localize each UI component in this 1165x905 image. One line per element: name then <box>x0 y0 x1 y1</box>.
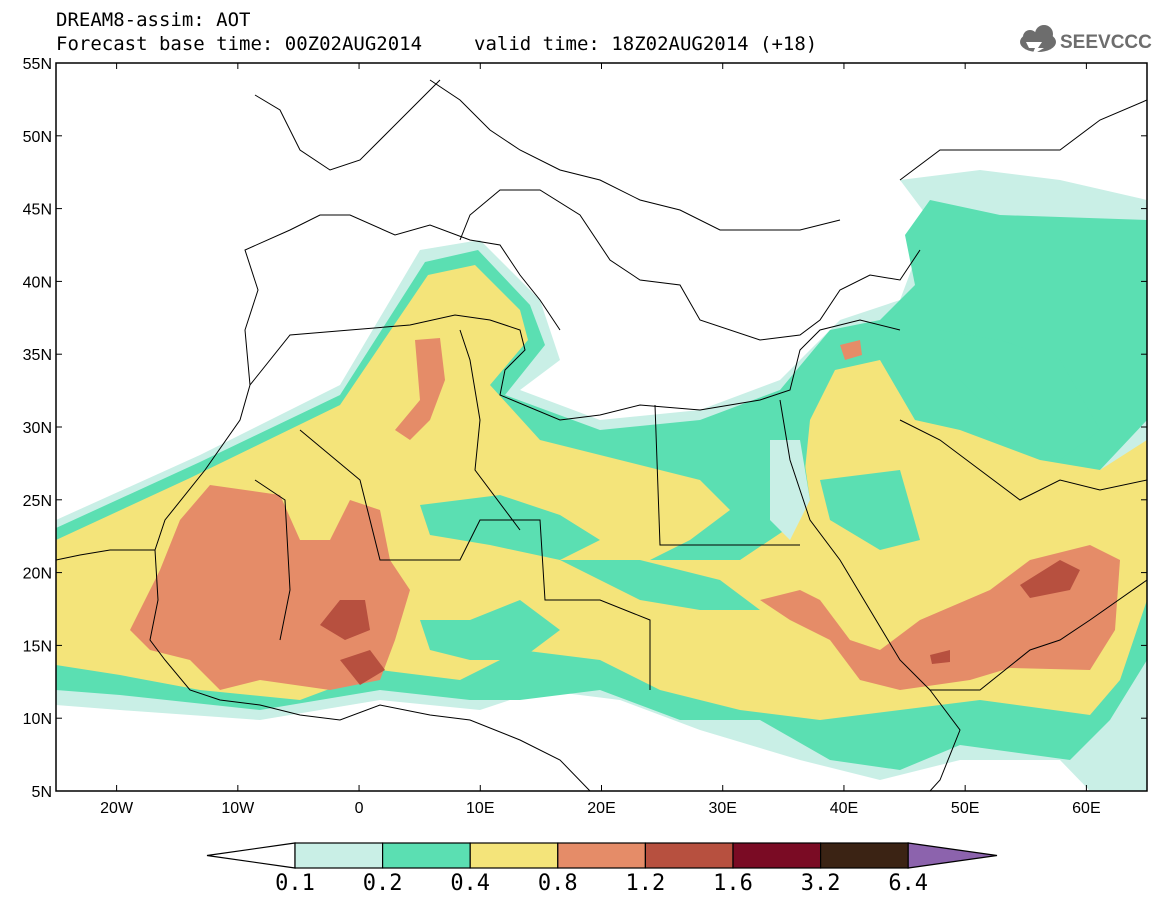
aot-band-0.8 <box>130 485 410 690</box>
colorbar-swatch <box>382 842 471 869</box>
aot-band-1.2 <box>320 600 370 640</box>
lon-tick-label: 10E <box>466 800 494 817</box>
colorbar-swatch-min <box>206 842 296 869</box>
valid-time: valid time: 18Z02AUG2014 (+18) <box>474 33 818 55</box>
lat-tick-label: 25N <box>23 493 52 510</box>
lon-tick-label: 40E <box>830 800 858 817</box>
lon-tick-label: 30E <box>708 800 736 817</box>
lat-tick-label: 20N <box>23 566 52 583</box>
colorbar-label: 6.4 <box>888 871 929 896</box>
lat-tick-label: 55N <box>23 56 52 73</box>
colorbar-swatch <box>732 842 822 869</box>
lat-tick-label: 5N <box>32 784 52 801</box>
lat-tick-label: 50N <box>23 129 52 146</box>
colorbar-label: 0.8 <box>537 871 578 896</box>
colorbar-swatch <box>469 842 559 869</box>
lon-tick-label: 10W <box>221 800 255 817</box>
colorbar-label: 0.4 <box>450 871 491 896</box>
lat-tick-label: 10N <box>23 711 52 728</box>
colorbar-swatch <box>644 842 734 869</box>
aot-shading <box>56 170 1147 791</box>
lon-tick-label: 60E <box>1072 800 1100 817</box>
colorbar <box>206 842 998 869</box>
colorbar-label: 0.2 <box>362 871 403 896</box>
lat-axis: 55N 50N 45N 40N 35N 30N 25N 20N 15N 10N 5N <box>23 56 1147 801</box>
lat-tick-label: 30N <box>23 420 52 437</box>
lat-tick-label: 45N <box>23 202 52 219</box>
lat-tick-label: 35N <box>23 347 52 364</box>
figure-subtitle: Forecast base time: 00Z02AUG2014 valid ti… <box>56 34 817 54</box>
coastlines <box>56 79 1147 791</box>
seevccc-logo: SEEVCCC <box>1020 25 1152 55</box>
lon-axis: 20W 10W 0 10E 20E 30E 40E 50E 60E <box>100 63 1101 817</box>
lon-tick-label: 0 <box>355 800 364 817</box>
colorbar-swatch <box>557 842 646 869</box>
lon-tick-label: 50E <box>951 800 979 817</box>
colorbar-label: 0.1 <box>275 871 315 896</box>
base-time: Forecast base time: 00Z02AUG2014 <box>56 33 423 55</box>
colorbar-swatch-max <box>907 842 998 869</box>
lon-tick-label: 20E <box>587 800 615 817</box>
figure-title: DREAM8-assim: AOT <box>56 9 251 31</box>
lon-tick-label: 20W <box>100 800 134 817</box>
colorbar-swatch <box>819 842 909 869</box>
colorbar-label: 3.2 <box>800 871 841 896</box>
lat-tick-label: 15N <box>23 638 52 655</box>
colorbar-label: 1.6 <box>713 871 753 896</box>
colorbar-swatch <box>294 842 384 869</box>
colorbar-label: 1.2 <box>625 871 666 896</box>
cloud-icon <box>1020 25 1056 55</box>
logo-text: SEEVCCC <box>1060 32 1152 53</box>
lat-tick-label: 40N <box>23 274 52 291</box>
